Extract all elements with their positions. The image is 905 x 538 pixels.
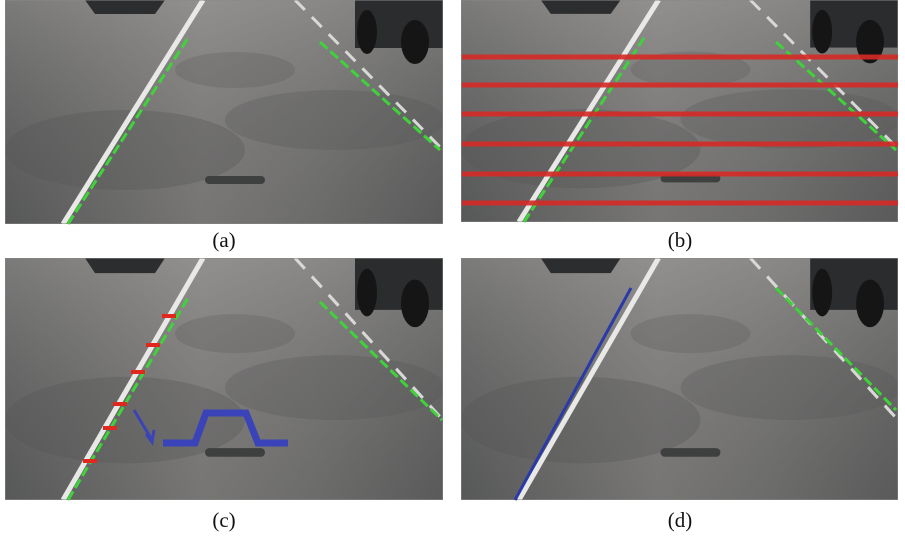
panel-c [5,258,445,500]
caption: (a) [212,228,235,252]
figure: (a) (b) (c) (d) [0,0,905,538]
caption: (d) [668,508,693,532]
panel-b [461,0,900,222]
page: {"panels": [{"label": "(a)"}, {"label": … [0,0,905,538]
panel-a [5,0,445,224]
caption: (b) [668,228,693,252]
caption: (c) [212,508,235,532]
panel-d [461,258,900,500]
